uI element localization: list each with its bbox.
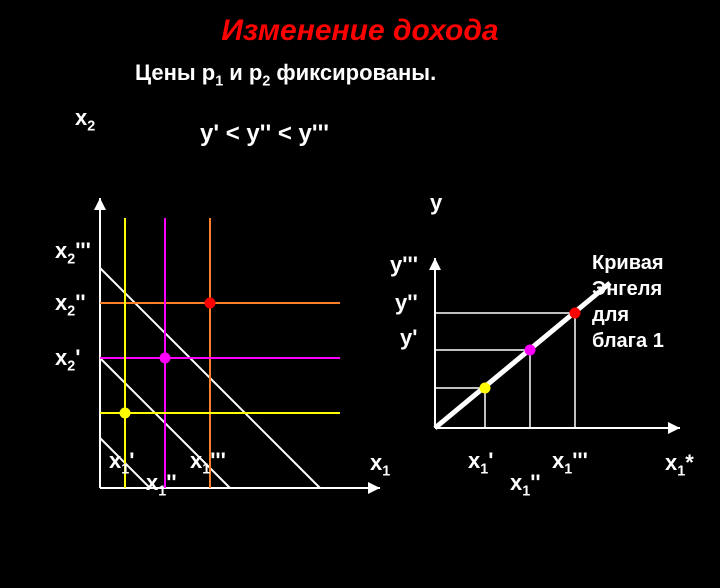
engel-curve-label: КриваяЭнгелядляблага 1 [592,250,664,354]
page-title: Изменение дохода [0,0,720,48]
